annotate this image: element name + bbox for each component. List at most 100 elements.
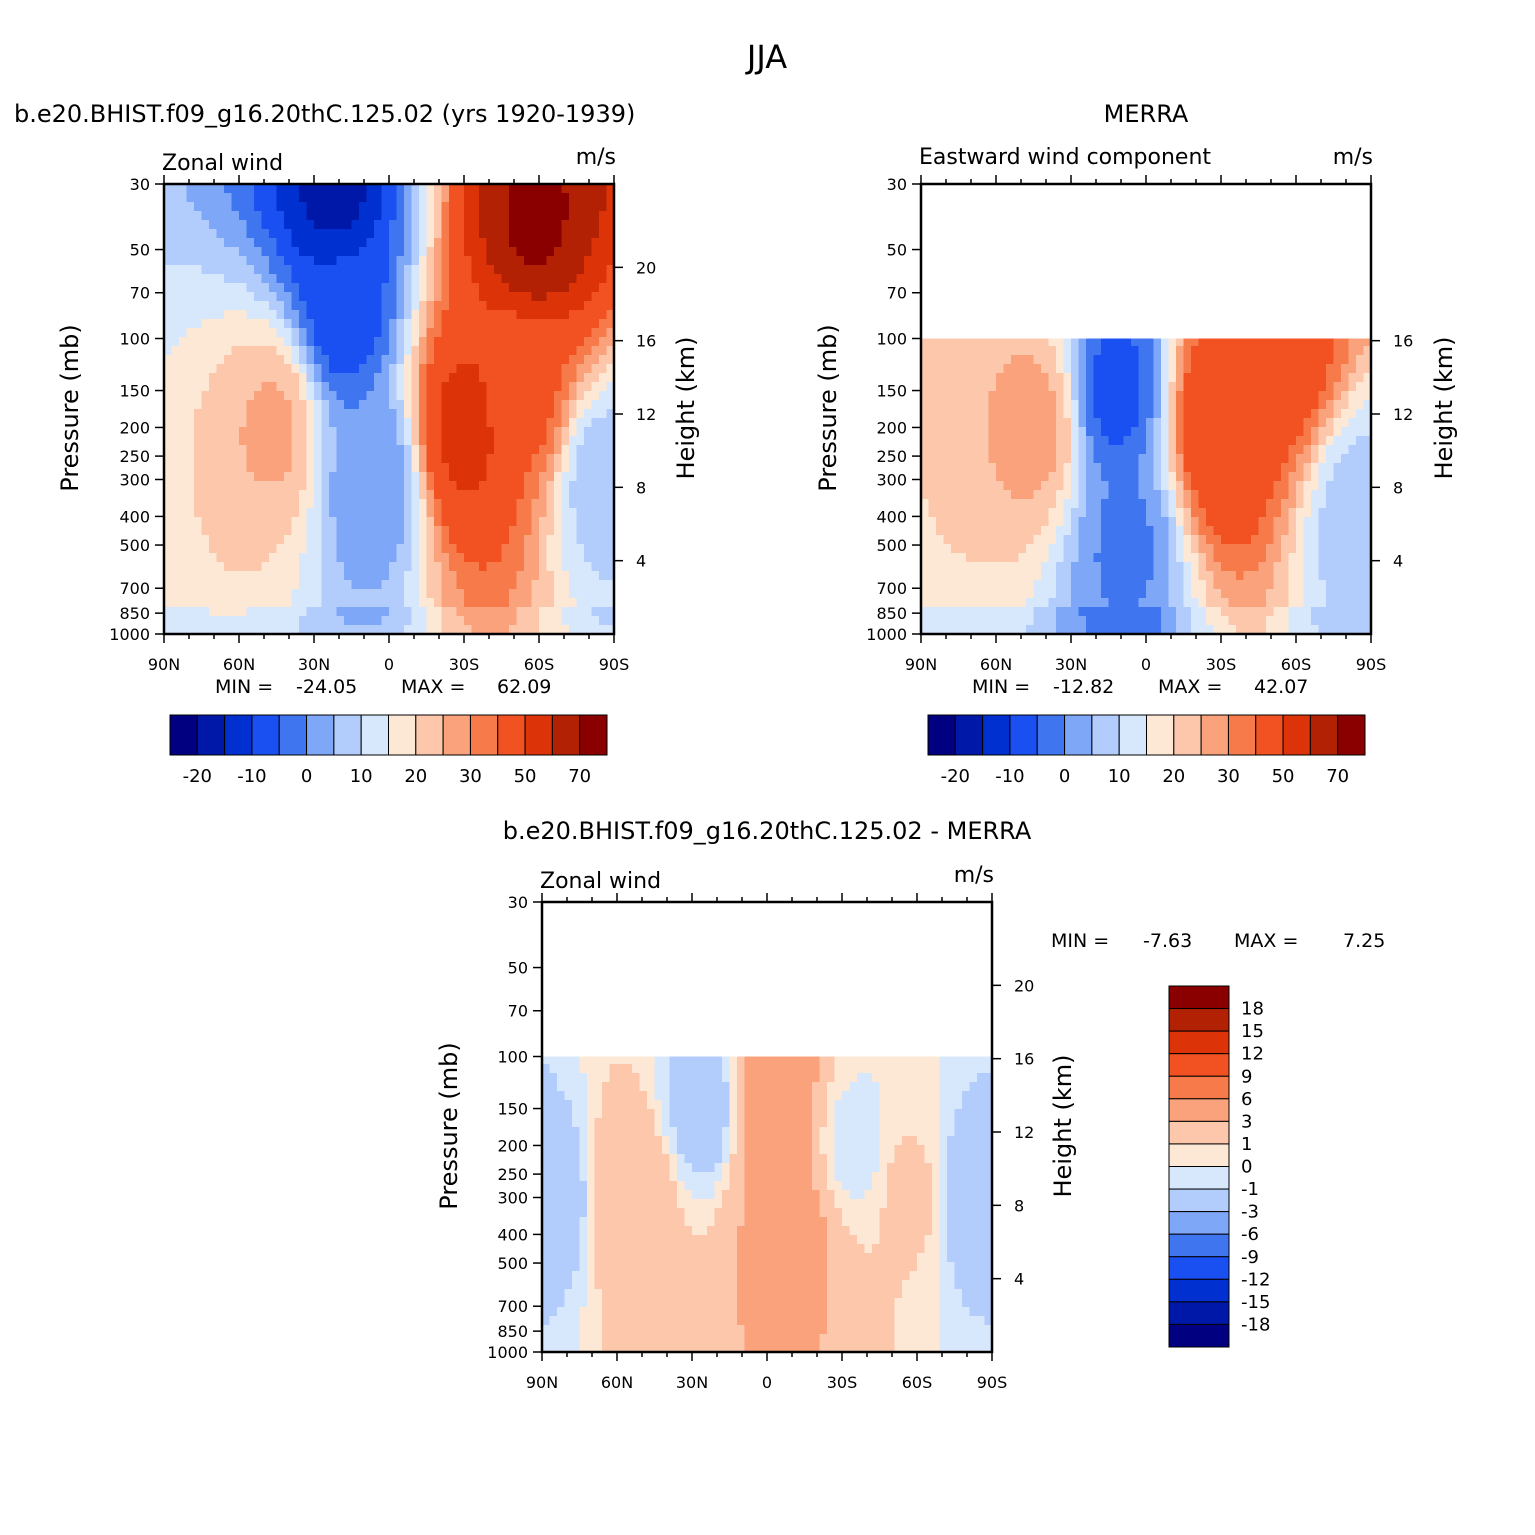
field-cell [1258,481,1267,491]
field-cell [186,274,195,284]
field-cell [299,211,308,221]
field-cell [1213,481,1222,491]
field-cell [1116,562,1125,572]
field-cell [1318,553,1327,563]
field-cell [539,499,548,509]
field-cell [284,256,293,266]
field-cell [1168,544,1177,554]
field-cell [1018,598,1027,608]
field-cell [209,580,218,590]
field-cell [1041,499,1050,509]
field-cell [554,580,563,590]
field-cell [936,517,945,527]
field-cell [216,454,225,464]
field-cell [179,202,188,212]
field-cell [1213,580,1222,590]
field-cell [261,355,270,365]
field-cell [1041,436,1050,446]
field-cell [1333,535,1342,545]
field-cell [359,301,368,311]
field-cell [299,625,308,635]
field-cell [404,274,413,284]
field-cell [276,355,285,365]
field-cell [1326,589,1335,599]
field-cell [209,211,218,221]
field-cell [404,589,413,599]
field-cell [1348,508,1357,518]
field-cell [996,589,1005,599]
field-cell [1018,580,1027,590]
colorbar-label: 20 [404,766,427,787]
field-cell [1176,589,1185,599]
field-cell [366,463,375,473]
field-cell [374,274,383,284]
field-cell [1078,346,1087,356]
field-cell [344,184,353,194]
field-cell [224,256,233,266]
field-cell [426,337,435,347]
field-cell [456,625,465,635]
field-cell [231,193,240,203]
field-cell [561,445,570,455]
field-cell [494,238,503,248]
field-cell [1311,526,1320,536]
field-cell [1026,517,1035,527]
field-cell [591,544,600,554]
panel-model-max-value: 62.09 [497,676,551,698]
field-cell [981,454,990,464]
field-cell [261,472,270,482]
field-cell [426,535,435,545]
field-cell [1333,481,1342,491]
field-cell [1206,382,1215,392]
field-cell [1258,589,1267,599]
field-cell [276,463,285,473]
field-cell [1333,391,1342,401]
field-cell [246,427,255,437]
field-cell [209,184,218,194]
field-cell [1123,544,1132,554]
field-cell [1168,562,1177,572]
field-cell [284,310,293,320]
field-cell [471,391,480,401]
field-cell [254,490,263,500]
field-cell [284,391,293,401]
field-cell [216,625,225,635]
field-cell [449,553,458,563]
field-cell [464,508,473,518]
field-cell [366,274,375,284]
field-cell [411,328,420,338]
field-cell [209,319,218,329]
field-cell [411,571,420,581]
field-cell [1333,571,1342,581]
field-cell [314,553,323,563]
field-cell [1191,346,1200,356]
field-cell [276,508,285,518]
field-cell [936,409,945,419]
field-cell [269,589,278,599]
field-cell [186,553,195,563]
field-cell [1341,427,1350,437]
field-cell [1093,418,1102,428]
field-cell [943,535,952,545]
field-cell [1063,373,1072,383]
field-cell [584,319,593,329]
field-cell [486,292,495,302]
field-cell [539,301,548,311]
field-cell [973,535,982,545]
field-cell [359,499,368,509]
field-cell [531,463,540,473]
field-cell [1303,571,1312,581]
field-cell [314,580,323,590]
field-cell [1348,454,1357,464]
field-cell [1116,445,1125,455]
field-cell [329,202,338,212]
field-cell [1101,544,1110,554]
field-cell [509,454,518,464]
field-cell [1176,355,1185,365]
field-cell [569,274,578,284]
field-cell [981,499,990,509]
field-cell [366,220,375,230]
field-cell [1228,490,1237,500]
field-cell [404,562,413,572]
field-cell [1176,571,1185,581]
